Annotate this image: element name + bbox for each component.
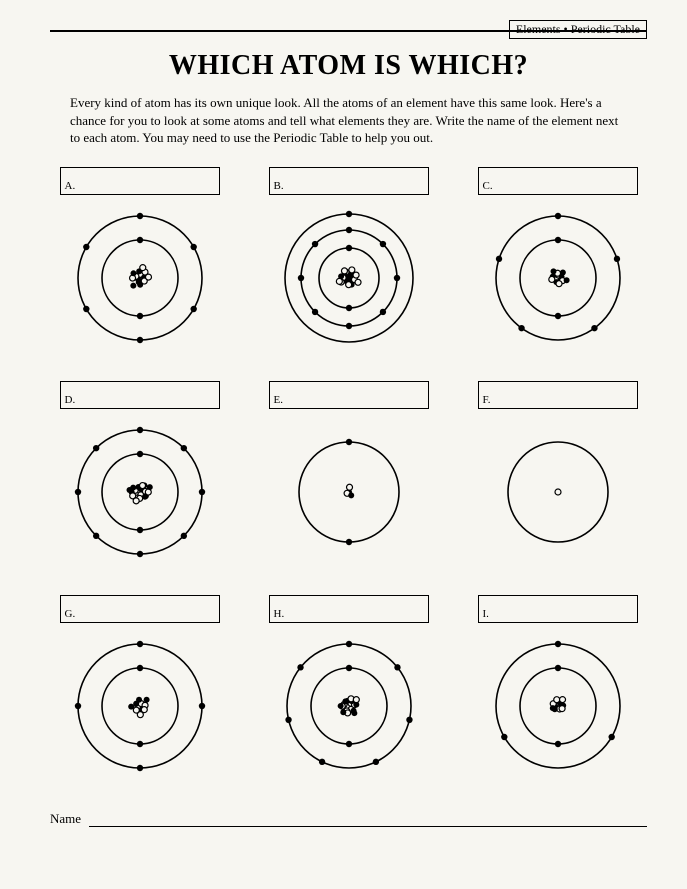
atom-cell: A. — [50, 167, 229, 353]
answer-box[interactable]: H. — [269, 595, 429, 623]
atom-cell: H. — [259, 595, 438, 781]
atom-cell: B. — [259, 167, 438, 353]
atom-cell: E. — [259, 381, 438, 567]
atom-cell: C. — [468, 167, 647, 353]
answer-label: D. — [65, 394, 76, 406]
page-title: WHICH ATOM IS WHICH? — [50, 50, 647, 82]
name-row: Name — [50, 811, 647, 827]
atom-diagram — [65, 203, 215, 353]
atom-diagram — [65, 417, 215, 567]
atom-diagram — [483, 631, 633, 781]
answer-box[interactable]: F. — [478, 381, 638, 409]
answer-box[interactable]: G. — [60, 595, 220, 623]
atom-grid: A. B. C. D. E. F. G. H. I. — [50, 167, 647, 781]
name-input-line[interactable] — [89, 813, 647, 827]
answer-label: G. — [65, 608, 76, 620]
atom-diagram — [65, 631, 215, 781]
answer-label: E. — [274, 394, 283, 406]
top-rule — [50, 30, 647, 32]
answer-label: C. — [483, 180, 493, 192]
atom-diagram — [483, 417, 633, 567]
atom-cell: G. — [50, 595, 229, 781]
answer-box[interactable]: B. — [269, 167, 429, 195]
atom-cell: D. — [50, 381, 229, 567]
worksheet-page: Elements • Periodic Table WHICH ATOM IS … — [0, 0, 687, 889]
answer-box[interactable]: D. — [60, 381, 220, 409]
answer-box[interactable]: E. — [269, 381, 429, 409]
answer-box[interactable]: I. — [478, 595, 638, 623]
name-label: Name — [50, 811, 81, 827]
answer-box[interactable]: C. — [478, 167, 638, 195]
answer-label: I. — [483, 608, 489, 620]
answer-label: F. — [483, 394, 491, 406]
answer-label: H. — [274, 608, 285, 620]
answer-label: B. — [274, 180, 284, 192]
answer-label: A. — [65, 180, 76, 192]
atom-diagram — [274, 417, 424, 567]
instructions-text: Every kind of atom has its own unique lo… — [70, 94, 627, 147]
atom-diagram — [274, 631, 424, 781]
atom-cell: F. — [468, 381, 647, 567]
answer-box[interactable]: A. — [60, 167, 220, 195]
atom-cell: I. — [468, 595, 647, 781]
atom-diagram — [483, 203, 633, 353]
atom-diagram — [274, 203, 424, 353]
